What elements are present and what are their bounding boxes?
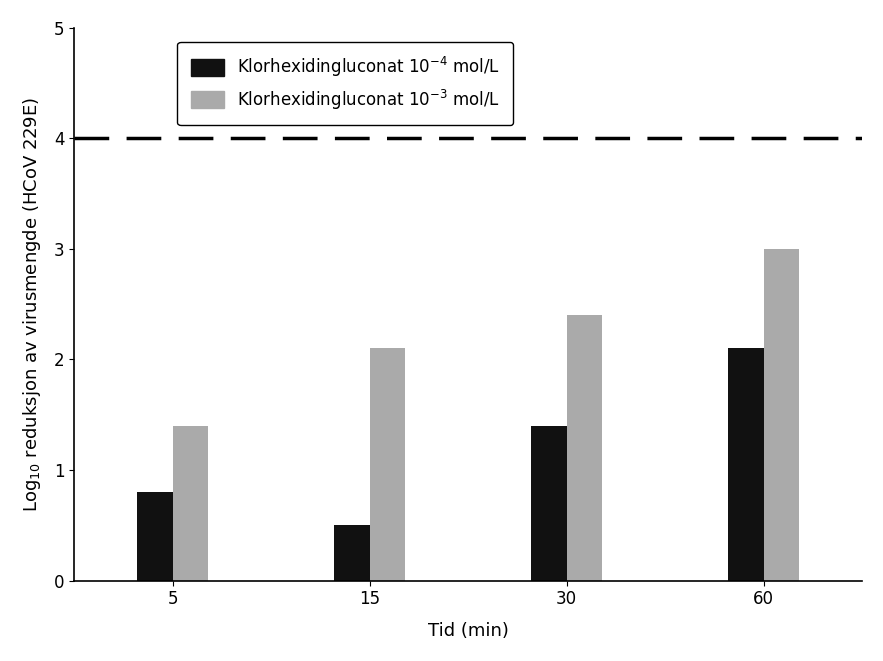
Bar (370, 348, 405, 580)
X-axis label: Tid (min): Tid (min) (427, 622, 509, 640)
Bar (764, 249, 799, 580)
Bar (335, 525, 370, 580)
Bar (173, 426, 208, 580)
Legend: Klorhexidingluconat 10$^{-4}$ mol/L, Klorhexidingluconat 10$^{-3}$ mol/L: Klorhexidingluconat 10$^{-4}$ mol/L, Klo… (177, 42, 514, 125)
Bar (728, 348, 764, 580)
Bar (567, 315, 602, 580)
Bar (138, 492, 173, 580)
Bar (532, 426, 567, 580)
Y-axis label: Log$_{10}$ reduksjon av virusmengde (HCoV 229E): Log$_{10}$ reduksjon av virusmengde (HCo… (21, 97, 43, 512)
